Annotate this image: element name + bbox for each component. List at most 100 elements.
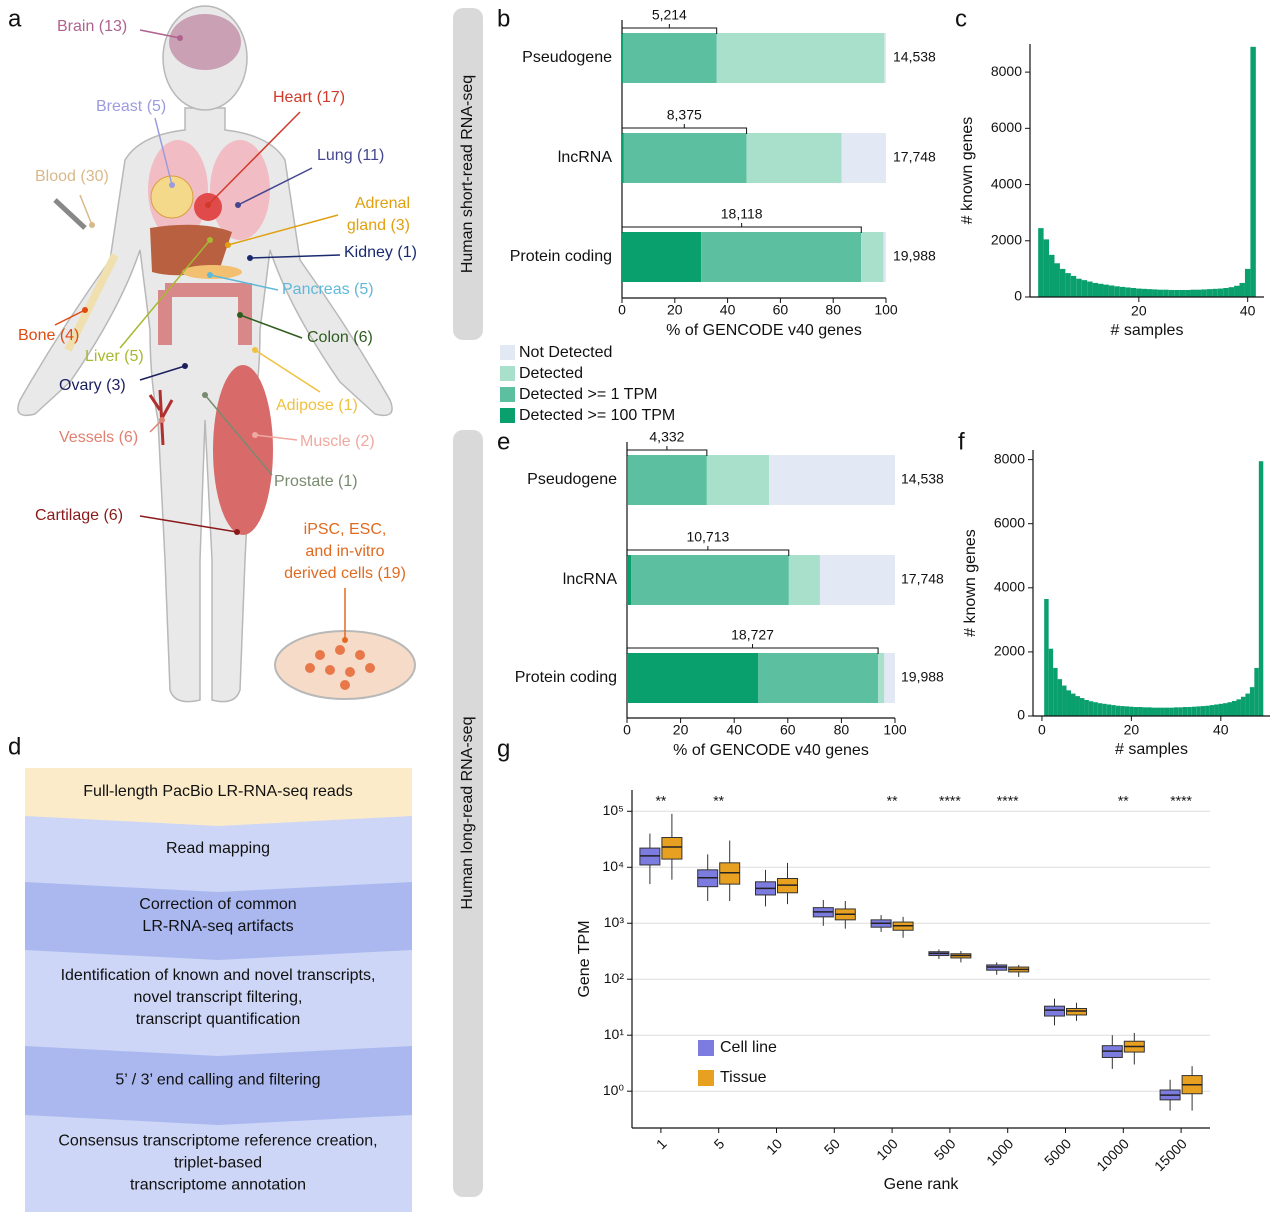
hist-bar — [1173, 707, 1179, 716]
hist-bar — [1157, 289, 1164, 297]
x-tick-label: 60 — [780, 722, 796, 738]
colon — [158, 283, 252, 345]
cell — [315, 650, 325, 660]
organ-label: Breast (5) — [96, 98, 166, 115]
cell — [305, 663, 315, 673]
hist-bar — [1200, 706, 1206, 716]
total-label: 14,538 — [893, 49, 936, 65]
hist-bar — [1142, 707, 1148, 716]
hist-bar — [1185, 289, 1191, 297]
hist-bar — [1092, 282, 1099, 297]
y-tick-label: 10⁵ — [603, 802, 624, 818]
workflow-text: novel transcript filtering, — [134, 989, 303, 1006]
workflow-text: Correction of common — [139, 896, 296, 913]
organ-label: Adipose (1) — [276, 397, 358, 414]
hist-bar — [1076, 278, 1082, 297]
significance-label: **** — [1170, 793, 1192, 809]
organ-label: and in-vitro — [305, 543, 384, 560]
organ-label: Blood (30) — [35, 168, 109, 185]
bracket — [621, 223, 862, 233]
x-axis-label: # samples — [1115, 741, 1188, 758]
hist-bar — [1088, 701, 1094, 716]
hist-bar — [1169, 707, 1174, 716]
hist-bar — [1249, 687, 1255, 716]
workflow-step — [25, 950, 412, 1056]
organ-label: Pancreas (5) — [282, 281, 374, 298]
organ-label: Lung (11) — [317, 147, 384, 164]
x-tick-label: 80 — [834, 722, 850, 738]
bar-segment — [627, 653, 759, 703]
hist-bar — [1098, 283, 1104, 297]
organ-label: Muscle (2) — [300, 433, 375, 450]
x-tick-label: 20 — [673, 722, 689, 738]
y-tick-label: 10⁴ — [602, 858, 624, 874]
y-tick-label: 10⁰ — [603, 1082, 625, 1098]
bar-segment — [716, 33, 885, 83]
hist-bar — [1111, 705, 1116, 716]
significance-label: ** — [1118, 793, 1129, 809]
leader-dot — [207, 272, 213, 278]
y-tick-label: 6000 — [991, 119, 1022, 135]
leader-dot — [252, 347, 258, 353]
hist-bar — [1168, 289, 1175, 297]
y-tick-label: 10² — [604, 970, 625, 986]
category-label: Protein coding — [515, 669, 617, 686]
leader-dot — [252, 432, 258, 438]
legend-label: Cell line — [720, 1039, 777, 1056]
y-tick-label: 0 — [1014, 288, 1022, 304]
x-axis-label: Gene rank — [884, 1176, 960, 1193]
x-tick-label: 40 — [720, 302, 736, 318]
leader-dot — [202, 392, 208, 398]
hist-bar — [1212, 288, 1218, 297]
hist-bar — [1043, 239, 1050, 297]
cell — [345, 667, 355, 677]
bar-segment — [819, 555, 895, 605]
leader-line — [239, 314, 303, 339]
hist-bar — [1231, 700, 1237, 716]
hist-bar — [1195, 289, 1202, 297]
organ-label: Cartilage (6) — [35, 507, 123, 524]
hist-bar — [1244, 268, 1251, 297]
hist-bar — [1147, 289, 1153, 297]
liver — [150, 224, 232, 276]
x-axis-label: % of GENCODE v40 genes — [666, 322, 862, 339]
organ-label: Liver (5) — [85, 348, 144, 365]
panel-label: c — [955, 5, 967, 32]
total-label: 19,988 — [893, 248, 936, 264]
leader-dot — [234, 529, 240, 535]
hist-bar — [1245, 693, 1250, 716]
workflow-step — [25, 816, 412, 892]
cells — [305, 645, 375, 690]
category-label: lncRNA — [558, 149, 613, 166]
hist-bar — [1125, 287, 1131, 297]
hist-bar — [1102, 703, 1107, 716]
legend-label: Not Detected — [519, 344, 612, 361]
x-tick-label: 100 — [883, 722, 907, 738]
category-label: Protein coding — [510, 248, 612, 265]
syringe — [53, 198, 87, 230]
category-label: Pseudogene — [527, 471, 617, 488]
hist-bar — [1084, 699, 1089, 716]
organ-label: Colon (6) — [307, 329, 373, 346]
bracket — [626, 446, 708, 456]
x-axis-label: % of GENCODE v40 genes — [673, 742, 869, 759]
y-tick-label: 10³ — [604, 914, 625, 930]
bar-segment — [788, 555, 820, 605]
workflow-text: transcript quantification — [136, 1011, 301, 1028]
organ-label: Kidney (1) — [344, 244, 417, 261]
leader-line — [79, 194, 93, 226]
leader-line — [254, 434, 298, 441]
bracket-label: 5,214 — [652, 7, 687, 23]
hist-bar — [1236, 699, 1241, 716]
bar-segment — [884, 653, 895, 703]
bar-segment — [627, 455, 629, 505]
organ-label: Bone (4) — [18, 327, 79, 344]
x-tick-label: 15000 — [1151, 1135, 1190, 1174]
bar-segment — [628, 455, 707, 505]
bar-segment — [861, 232, 884, 282]
y-tick-label: 2000 — [991, 231, 1022, 247]
legend-label: Detected >= 100 TPM — [519, 407, 675, 424]
hist-bar — [1053, 667, 1058, 716]
hist-bar — [1214, 704, 1219, 716]
